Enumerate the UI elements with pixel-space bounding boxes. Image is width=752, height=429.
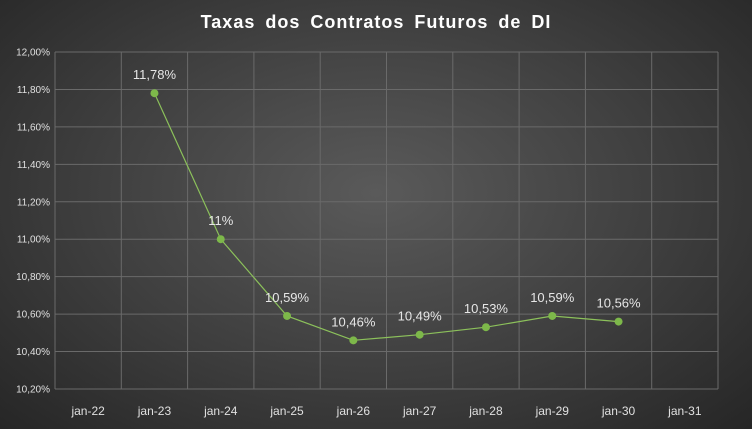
y-tick-label: 10,20% [16,385,50,396]
y-tick-label: 10,60% [16,310,50,321]
data-label: 10,53% [464,301,509,316]
x-tick-label: jan-30 [601,404,636,418]
y-tick-label: 11,80% [17,85,50,96]
data-point [349,336,358,345]
y-tick-label: 11,20% [17,197,50,208]
chart-title: Taxas dos Contratos Futuros de DI [200,12,552,32]
data-point [216,235,225,244]
x-tick-label: jan-23 [137,404,172,418]
data-point [614,317,623,326]
data-point [481,323,490,332]
data-point [150,89,159,98]
x-tick-label: jan-27 [402,404,437,418]
data-label: 11% [208,213,233,228]
data-label: 10,46% [331,314,376,329]
data-label: 10,59% [265,290,310,305]
y-tick-label: 11,40% [17,160,50,171]
y-tick-label: 11,00% [17,235,50,246]
data-point [548,311,557,320]
data-label: 10,49% [398,309,443,324]
x-tick-label: jan-29 [535,404,570,418]
x-tick-label: jan-31 [667,404,702,418]
data-label: 10,56% [597,296,642,311]
x-tick-label: jan-25 [269,404,304,418]
data-point [283,311,292,320]
data-label: 10,59% [530,290,575,305]
y-tick-label: 10,80% [16,272,50,283]
x-tick-label: jan-22 [70,404,105,418]
y-tick-label: 11,60% [17,122,50,133]
x-tick-label: jan-28 [468,404,503,418]
x-tick-label: jan-26 [336,404,371,418]
y-tick-label: 10,40% [16,347,50,358]
y-tick-label: 12,00% [16,48,50,59]
x-tick-label: jan-24 [203,404,238,418]
data-label: 11,78% [133,67,177,82]
series-line [153,92,619,341]
data-point [415,330,424,339]
